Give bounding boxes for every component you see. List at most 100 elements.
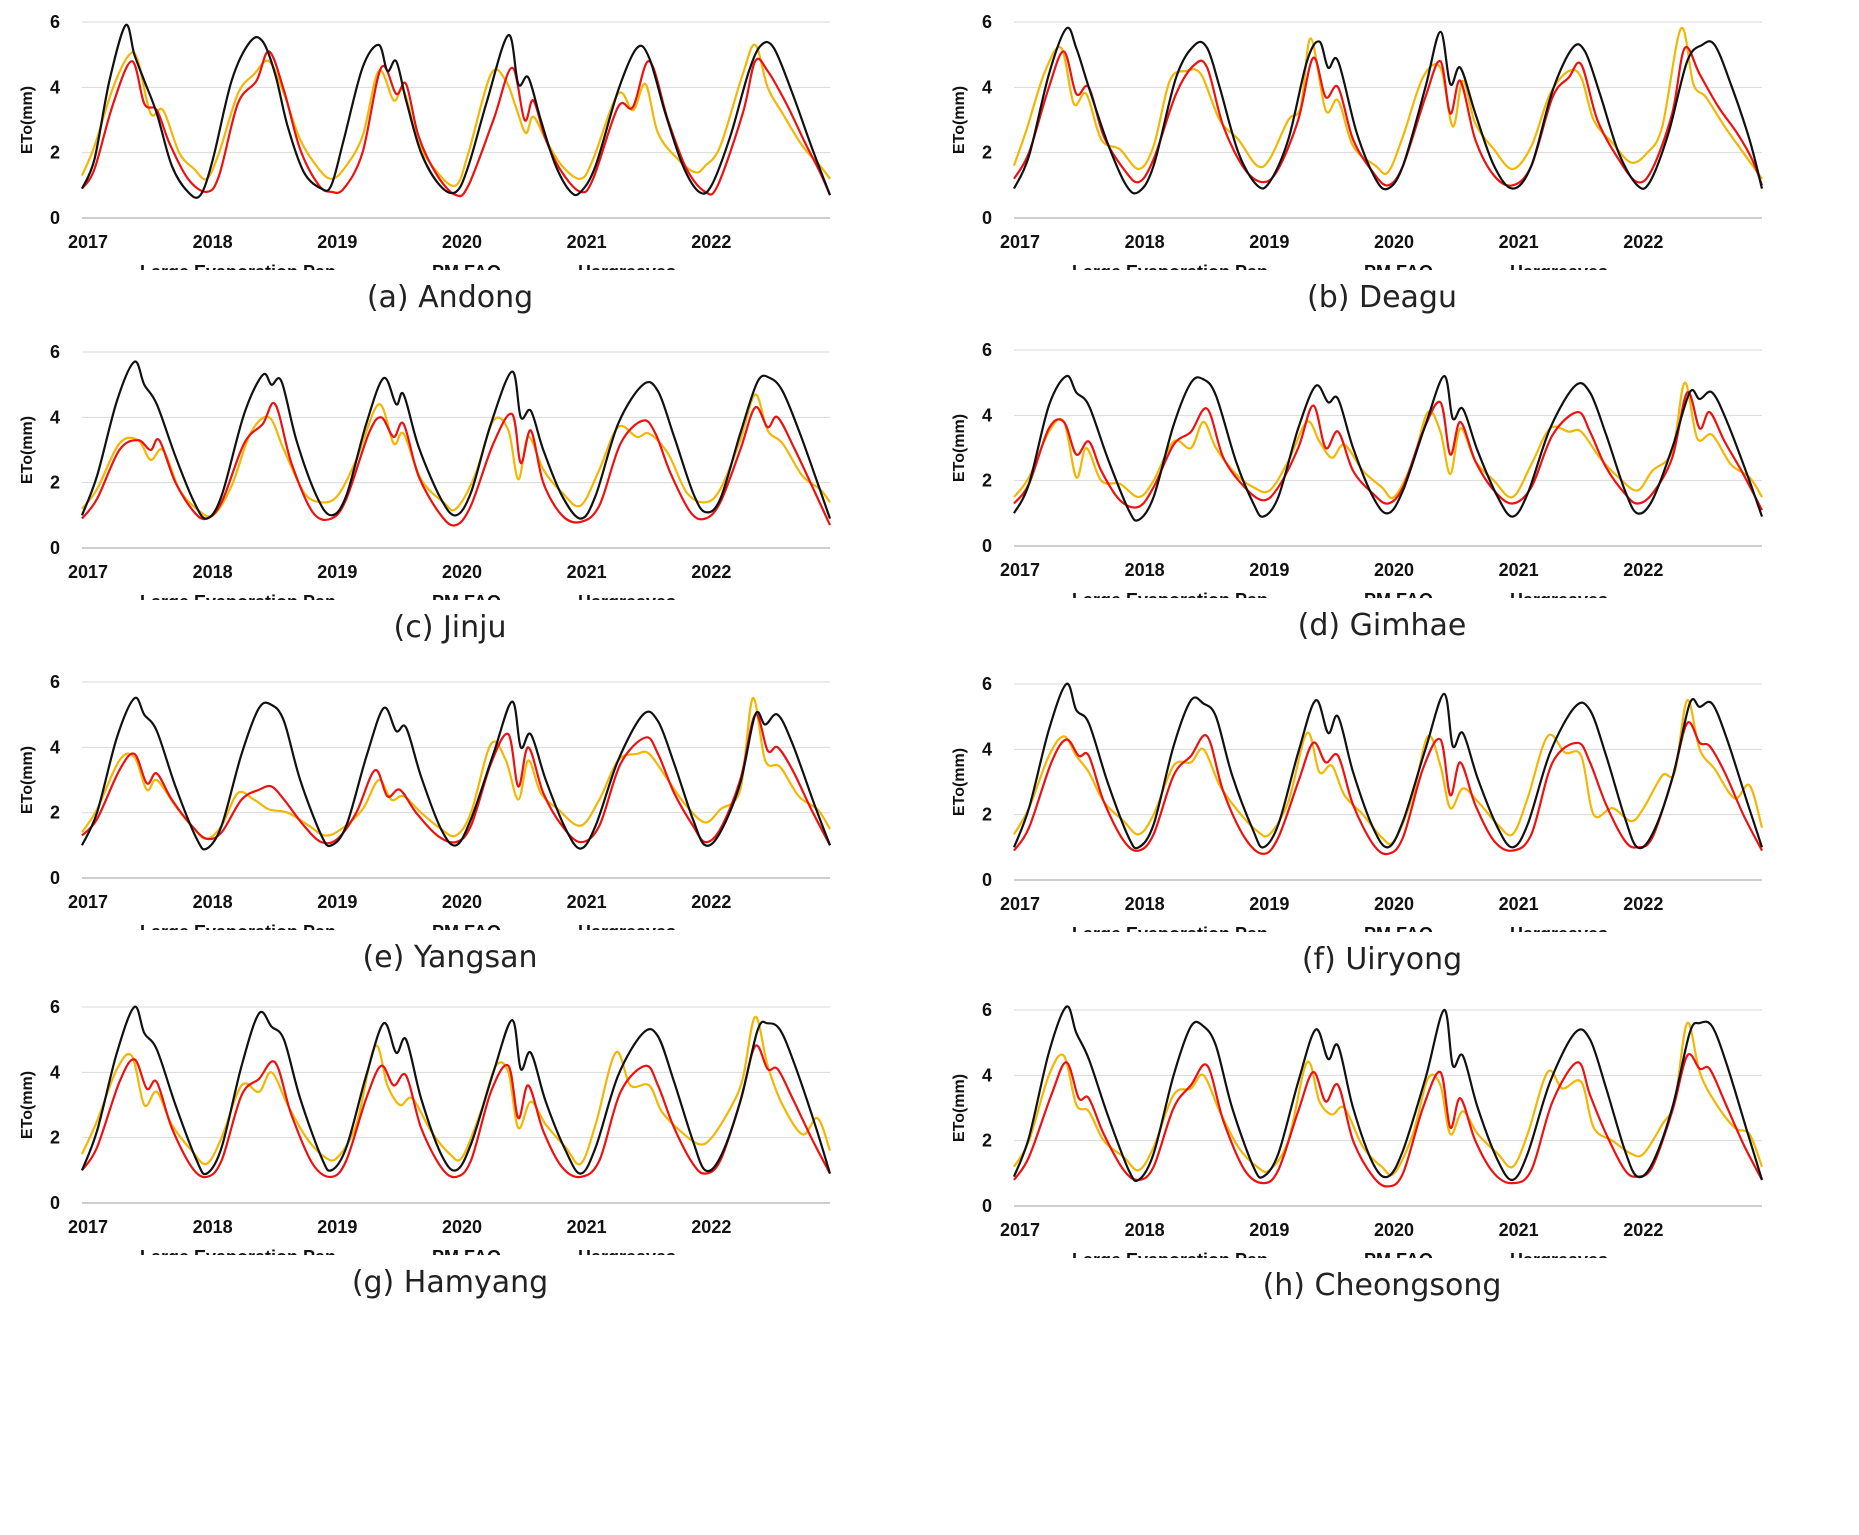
x-tick-label: 2018 [1125,1220,1165,1240]
x-tick-label: 2022 [691,1217,731,1237]
x-tick-label: 2019 [1249,560,1289,580]
legend-label: Hargreaves [578,592,676,600]
x-tick-label: 2017 [68,1217,108,1237]
series-line-large-evaporation-pan [81,393,831,518]
x-tick-label: 2017 [1000,1220,1040,1240]
y-tick-label: 2 [982,1131,992,1151]
panel-caption: (b) Deagu [1307,280,1457,315]
chart-svg: 0 2 4 6 2017 2018 2019 2020 2021 2022 ETo(mm) Large… [951,1000,1764,1258]
legend-label: Hargreaves [1510,924,1608,932]
y-axis-label: ETo(mm) [951,414,968,482]
x-tick-label: 2019 [317,562,357,582]
y-tick-label: 0 [50,868,60,888]
x-tick-label: 2022 [1623,232,1663,252]
y-axis-label: ETo(mm) [19,1071,36,1139]
legend-label: Hargreaves [578,1247,676,1255]
series-line-pm-fao [81,713,831,846]
y-tick-label: 0 [982,208,992,228]
chart-panel: 0 2 4 6 2017 2018 2019 2020 2021 2022 ETo(mm) Large… [0,0,900,380]
x-tick-label: 2021 [1499,1220,1539,1240]
y-tick-label: 4 [982,405,992,425]
y-axis-label: ETo(mm) [19,416,36,484]
legend-label: PM FAO [432,922,501,930]
y-tick-label: 4 [50,1062,60,1082]
x-tick-label: 2017 [1000,560,1040,580]
x-tick-label: 2020 [442,232,482,252]
series-line-hargreaves [1012,1005,1764,1183]
chart-panel: 0 2 4 6 2017 2018 2019 2020 2021 2022 ETo(mm) Large… [932,328,1832,708]
series-line-large-evaporation-pan [1012,27,1763,180]
y-tick-label: 0 [982,870,992,890]
x-tick-label: 2017 [68,232,108,252]
panel-caption: (f) Uiryong [1301,942,1463,977]
x-tick-label: 2022 [1623,894,1663,914]
y-tick-label: 4 [50,737,60,757]
y-axis-label: ETo(mm) [951,86,968,154]
legend-label: Large Evaporation Pan [1072,924,1268,932]
legend-label: Large Evaporation Pan [140,262,336,270]
series-line-hargreaves [80,360,832,520]
x-tick-label: 2021 [567,562,607,582]
x-tick-label: 2022 [691,892,731,912]
x-tick-label: 2019 [1249,894,1289,914]
panel-caption: (a) Andong [366,280,534,315]
series-line-large-evaporation-pan [1013,699,1764,846]
y-tick-label: 4 [982,739,992,759]
x-tick-label: 2019 [1249,232,1289,252]
x-tick-label: 2018 [193,562,233,582]
legend-label: Large Evaporation Pan [140,922,336,930]
x-tick-label: 2018 [193,892,233,912]
panel-caption: (d) Gimhae [1297,608,1467,643]
y-tick-label: 2 [50,143,60,163]
series-line-large-evaporation-pan [81,1015,832,1166]
y-tick-label: 6 [50,342,60,362]
chart-panel: 0 2 4 6 2017 2018 2019 2020 2021 2022 ETo(mm) Large… [932,662,1832,1042]
legend-label: Hargreaves [1510,1250,1608,1258]
chart-svg: 0 2 4 6 2017 2018 2019 2020 2021 2022 ETo(mm) Large… [951,340,1764,598]
x-tick-label: 2021 [567,232,607,252]
y-tick-label: 6 [982,340,992,360]
x-tick-label: 2020 [442,892,482,912]
series-line-hargreaves [1012,682,1764,850]
x-tick-label: 2019 [317,232,357,252]
legend-label: PM FAO [432,1247,501,1255]
x-tick-label: 2018 [1125,232,1165,252]
panel-caption: (h) Cheongsong [1262,1268,1502,1303]
series-line-hargreaves [80,1005,832,1176]
x-tick-label: 2022 [1623,1220,1663,1240]
series-line-hargreaves [1013,374,1764,522]
x-tick-label: 2020 [442,562,482,582]
x-tick-label: 2021 [1499,894,1539,914]
y-axis-label: ETo(mm) [19,86,36,154]
y-tick-label: 6 [50,672,60,692]
y-tick-label: 2 [50,803,60,823]
y-axis-label: ETo(mm) [951,1074,968,1142]
x-tick-label: 2020 [1374,560,1414,580]
legend-label: PM FAO [1364,1250,1433,1258]
y-tick-label: 6 [982,1000,992,1020]
x-tick-label: 2021 [567,892,607,912]
y-tick-label: 2 [982,143,992,163]
chart-svg: 0 2 4 6 2017 2018 2019 2020 2021 2022 ETo(mm) Large… [951,674,1764,932]
legend-label: PM FAO [1364,924,1433,932]
series-line-large-evaporation-pan [80,43,831,188]
chart-svg: 0 2 4 6 2017 2018 2019 2020 2021 2022 ETo(mm) Large… [19,672,832,930]
series-line-large-evaporation-pan [1013,381,1763,500]
x-tick-label: 2020 [442,1217,482,1237]
y-tick-label: 4 [982,1065,992,1085]
chart-panel: 0 2 4 6 2017 2018 2019 2020 2021 2022 ETo(mm) Large… [932,0,1832,380]
series-line-large-evaporation-pan [1013,1021,1764,1177]
chart-svg: 0 2 4 6 2017 2018 2019 2020 2021 2022 ETo(mm) Large… [19,12,832,270]
legend-label: Large Evaporation Pan [1072,1250,1268,1258]
legend-label: PM FAO [1364,262,1433,270]
x-tick-label: 2022 [691,562,731,582]
y-tick-label: 6 [50,997,60,1017]
y-tick-label: 6 [982,12,992,32]
legend-label: Large Evaporation Pan [140,592,336,600]
legend-label: Hargreaves [1510,590,1608,598]
series-line-hargreaves [81,696,832,851]
x-tick-label: 2017 [68,892,108,912]
x-tick-label: 2021 [567,1217,607,1237]
series-line-pm-fao [1013,45,1764,187]
chart-svg: 0 2 4 6 2017 2018 2019 2020 2021 2022 ETo(mm) Large… [951,12,1764,270]
